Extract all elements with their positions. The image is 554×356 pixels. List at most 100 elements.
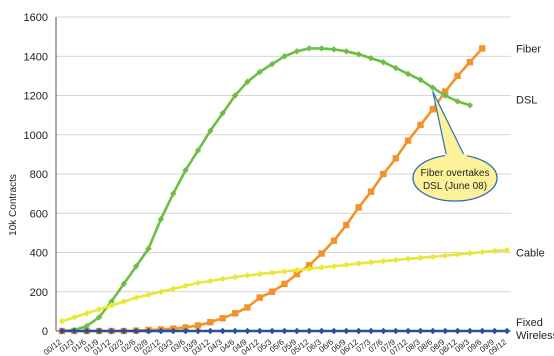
data-point	[182, 327, 189, 335]
data-point	[466, 327, 474, 335]
data-point	[132, 327, 140, 335]
y-axis-label: 10k Contracts	[8, 174, 19, 236]
series-label-line: DSL	[516, 94, 537, 106]
series-label-line: Cable	[516, 248, 545, 260]
data-point	[256, 68, 263, 76]
data-point	[479, 248, 486, 256]
data-point	[157, 327, 165, 335]
data-point	[207, 277, 214, 285]
data-point	[380, 327, 387, 335]
data-point	[95, 327, 103, 335]
data-point	[380, 257, 387, 265]
series-label-dsl: DSL	[516, 94, 537, 106]
data-point	[441, 92, 449, 99]
data-point	[120, 327, 128, 335]
data-point	[256, 270, 263, 278]
data-point	[404, 255, 412, 262]
data-point	[306, 45, 313, 52]
data-point	[404, 70, 412, 78]
series-labels: Fiber DSL Cable Fixed Wireless	[516, 43, 554, 342]
data-point	[95, 314, 103, 321]
series-fixed-wireless	[58, 327, 511, 335]
data-point	[380, 58, 387, 66]
y-tick-label: 200	[30, 287, 48, 299]
data-point	[454, 251, 461, 258]
data-point	[268, 60, 276, 68]
data-point	[170, 327, 177, 335]
data-point	[182, 282, 189, 290]
data-point	[479, 327, 486, 335]
data-point	[231, 327, 239, 335]
series-lines	[58, 45, 511, 335]
data-point	[367, 188, 375, 195]
data-point	[120, 280, 128, 288]
data-point	[429, 327, 437, 335]
data-point	[83, 322, 90, 330]
data-point	[244, 327, 251, 335]
x-axis-ticks: 00/1201/301/601/901/1202/302/602/902/120…	[42, 337, 509, 356]
series-label-line: Fiber	[516, 43, 541, 55]
data-point	[404, 137, 412, 144]
data-point	[355, 327, 362, 335]
data-point	[429, 106, 437, 113]
data-point	[244, 78, 251, 85]
data-point	[145, 327, 152, 335]
data-point	[454, 72, 461, 80]
series-label-fiber: Fiber	[516, 43, 541, 55]
data-point	[281, 53, 288, 60]
data-point	[281, 280, 288, 288]
data-point	[441, 88, 449, 95]
data-point	[231, 92, 239, 99]
data-point	[71, 327, 78, 335]
data-point	[132, 294, 140, 301]
data-point	[293, 266, 301, 274]
data-point	[330, 327, 338, 335]
data-point	[479, 45, 486, 52]
series-cable	[58, 246, 511, 325]
data-point	[466, 250, 474, 257]
data-point	[108, 327, 115, 335]
data-point	[392, 256, 399, 264]
data-point	[343, 221, 350, 229]
data-point	[244, 304, 251, 311]
data-point	[343, 327, 350, 335]
data-point	[355, 51, 362, 58]
y-tick-label: 800	[30, 169, 48, 181]
data-point	[157, 215, 165, 223]
data-point	[392, 64, 399, 72]
data-point	[58, 317, 66, 325]
data-point	[404, 327, 412, 335]
data-point	[503, 327, 511, 335]
data-point	[182, 166, 189, 174]
data-point	[417, 76, 424, 83]
data-point	[454, 98, 461, 105]
data-point	[293, 270, 301, 278]
data-point	[207, 318, 214, 326]
data-point	[120, 298, 128, 305]
data-point	[219, 327, 226, 335]
data-point	[194, 327, 202, 335]
data-point	[219, 275, 226, 283]
y-tick-label: 600	[30, 208, 48, 220]
data-point	[306, 327, 313, 335]
data-point	[231, 310, 239, 317]
data-point	[330, 263, 338, 270]
data-point	[207, 127, 214, 135]
data-point	[417, 121, 424, 129]
data-point	[491, 247, 498, 255]
data-point	[429, 253, 437, 261]
data-point	[392, 155, 399, 162]
y-tick-label: 1400	[24, 51, 48, 63]
data-point	[441, 327, 449, 335]
data-point	[145, 291, 152, 298]
callout-text-line-1: Fiber overtakes	[421, 168, 490, 179]
data-point	[207, 327, 214, 335]
data-point	[355, 204, 362, 211]
data-point	[429, 84, 437, 91]
data-point	[318, 45, 325, 52]
data-point	[268, 269, 276, 276]
data-point	[219, 315, 226, 322]
data-point	[58, 327, 66, 335]
data-point	[132, 263, 140, 270]
data-point	[71, 314, 78, 321]
